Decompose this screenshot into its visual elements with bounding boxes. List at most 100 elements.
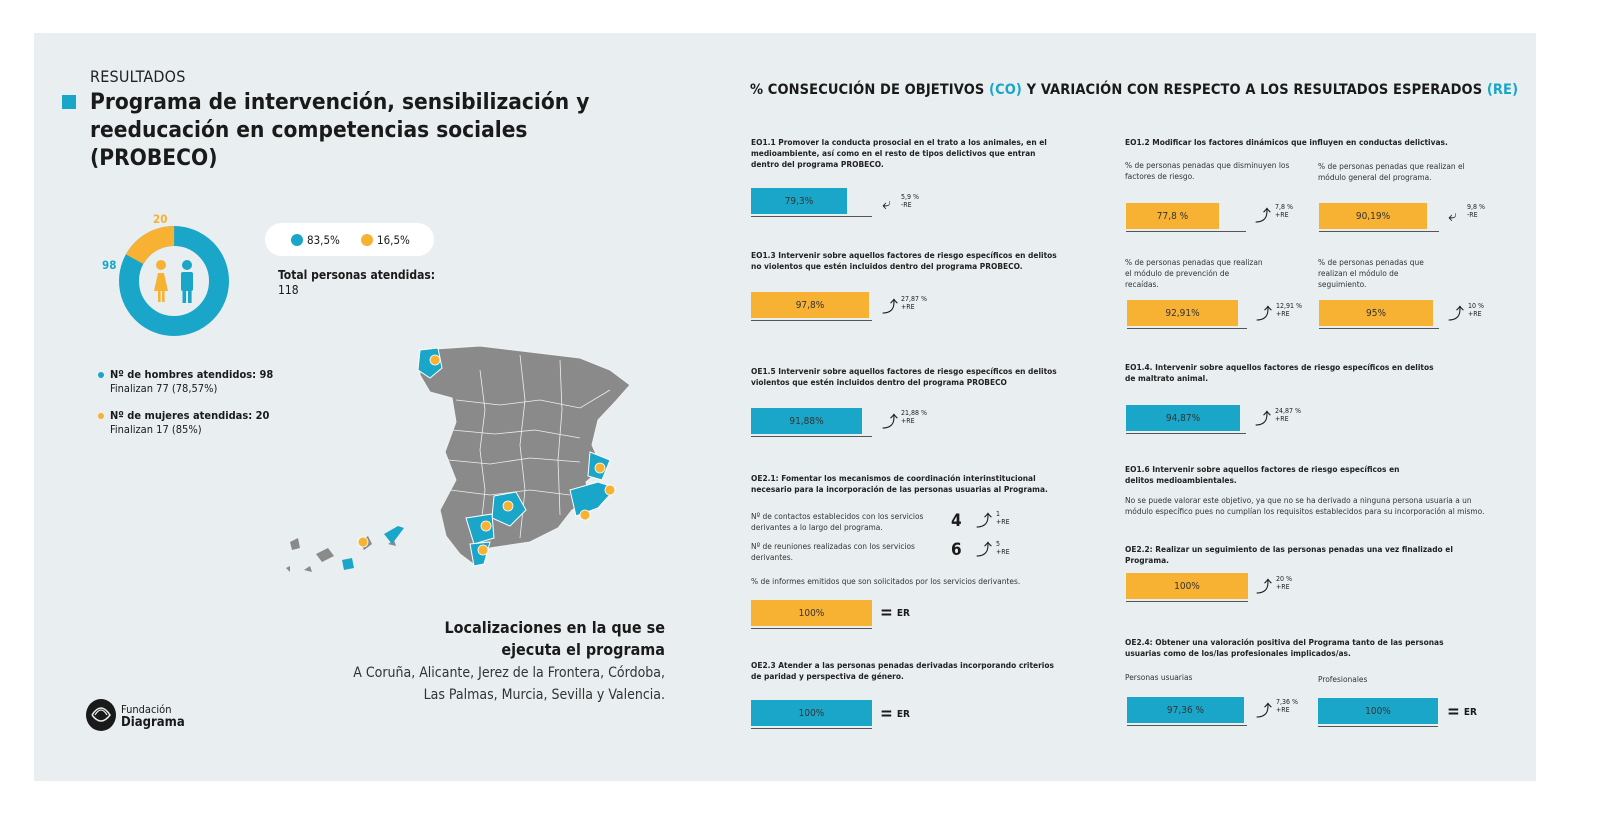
oe23-equals-icon: = xyxy=(880,704,893,724)
eo15-bar-label: 91,88% xyxy=(789,415,824,427)
objectives-title-b: Y VARIACIÓN CON RESPECTO A LOS RESULTADO… xyxy=(1022,82,1487,98)
legend-men-pct: 83,5% xyxy=(307,233,340,247)
oe24-b-bar: 100% xyxy=(1318,698,1438,724)
oe22-text: OE2.2: Realizar un seguimiento de las pe… xyxy=(1125,544,1453,565)
eo12-b-re-sign: -RE xyxy=(1467,211,1478,219)
eo14-re-value: 24,87 % xyxy=(1275,407,1302,415)
eo12-a-bar-label: 77,8 % xyxy=(1156,210,1189,222)
objectives-title-re: (RE) xyxy=(1486,82,1519,98)
fundacion-diagrama-logo xyxy=(86,699,116,731)
oe21-meetings-re-sign: +RE xyxy=(996,548,1010,556)
legend-men-dot xyxy=(291,234,303,246)
eo15-axis xyxy=(751,436,872,441)
eo12-b-axis xyxy=(1319,231,1439,236)
eo12-a-axis xyxy=(1126,231,1246,236)
eo13-re-value: 27,87 % xyxy=(901,295,928,303)
eo12-b-bar: 90,19% xyxy=(1319,203,1427,229)
eo13-re-sign: +RE xyxy=(901,303,915,311)
eo14-bar-label: 94,87% xyxy=(1165,412,1201,424)
eo16-note: No se puede valorar este objetivo, ya qu… xyxy=(1125,495,1485,516)
eo15-arrow-icon: ⤴ xyxy=(882,412,899,431)
eo11-text: EO1.1 Promover la conducta prosocial en … xyxy=(751,137,1047,169)
oe21-bar-label: 100% xyxy=(798,607,825,619)
eo12-d-arrow-icon: ⤴ xyxy=(1448,304,1465,323)
eo12-b-bar-label: 90,19% xyxy=(1355,210,1391,222)
oe24-a-re-value: 7,36 % xyxy=(1276,698,1299,706)
eo12-a-text: % de personas penadas que disminuyen los… xyxy=(1125,160,1290,181)
oe24-a-arrow-icon: ⤴ xyxy=(1256,701,1273,720)
eo12-c-bar: 92,91% xyxy=(1127,300,1238,326)
logo-line1: Fundación xyxy=(121,703,172,716)
eo11-arrow-icon: ⤶ xyxy=(882,194,891,213)
title-square xyxy=(62,95,76,109)
oe21-meetings-re-value: 5 xyxy=(996,540,1001,548)
oe24-a-re-sign: +RE xyxy=(1276,706,1290,714)
man-icon xyxy=(181,260,193,303)
total-value: 118 xyxy=(278,283,299,297)
eo12-d-bar: 95% xyxy=(1319,300,1433,326)
eo12-c-re-sign: +RE xyxy=(1276,310,1290,318)
gender-donut-chart xyxy=(118,226,229,336)
donut-men-count: 98 xyxy=(102,258,117,272)
objectives-title-a: % CONSECUCIÓN DE OBJETIVOS xyxy=(750,82,990,98)
spain-map xyxy=(286,345,631,572)
oe24-a-bar: 97,36 % xyxy=(1127,697,1244,723)
oe21-bar: 100% xyxy=(751,600,872,626)
eo12-a-bar: 77,8 % xyxy=(1126,203,1219,229)
legend-women-dot xyxy=(361,234,373,246)
eo16-text: EO1.6 Intervenir sobre aquellos factores… xyxy=(1125,464,1400,485)
eo12-c-axis xyxy=(1127,328,1247,333)
oe24-b-eq-label: ER xyxy=(1463,706,1477,718)
eo11-re-value: 5,9 % xyxy=(901,193,919,201)
objectives-title-co: (CO) xyxy=(989,82,1022,98)
oe21-contacts-arrow-icon: ⤴ xyxy=(976,511,993,530)
marker-jerez xyxy=(477,544,489,556)
eo14-arrow-icon: ⤴ xyxy=(1255,409,1272,428)
marker-murcia xyxy=(579,509,591,521)
oe21-reports-text: % de informes emitidos que son solicitad… xyxy=(751,576,1021,586)
eo12-a-re-value: 7,8 % xyxy=(1275,203,1293,211)
donut-women-count: 20 xyxy=(153,212,168,226)
infographic-panel xyxy=(34,33,1536,781)
oe21-meetings-num: 6 xyxy=(951,540,962,560)
eo12-c-text: % de personas penadas que realizan el mó… xyxy=(1125,257,1263,289)
eo13-axis xyxy=(751,320,872,325)
oe22-axis xyxy=(1126,601,1248,606)
woman-icon xyxy=(154,260,168,302)
eo12-text: EO1.2 Modificar los factores dinámicos q… xyxy=(1125,137,1448,147)
canary-islands xyxy=(286,536,396,572)
marker-las-palmas xyxy=(357,536,369,548)
oe24-a-bar-label: 97,36 % xyxy=(1166,704,1205,716)
logo-line2: Diagrama xyxy=(121,715,185,730)
oe21-contacts-text: Nº de contactos establecidos con los ser… xyxy=(751,511,924,532)
eo12-a-arrow-icon: ⤴ xyxy=(1255,206,1272,225)
eo14-bar: 94,87% xyxy=(1126,405,1240,431)
oe21-eq-label: ER xyxy=(896,607,910,619)
eo12-b-arrow-icon: ⤶ xyxy=(1448,206,1457,225)
eo13-text: EO1.3 Intervenir sobre aquellos factores… xyxy=(751,250,1057,271)
men-bullet xyxy=(98,372,104,378)
eo12-c-bar-label: 92,91% xyxy=(1165,307,1200,319)
oe23-eq-label: ER xyxy=(896,708,910,720)
oe22-bar-label: 100% xyxy=(1174,580,1200,592)
legend-pill: 83,5% 16,5% xyxy=(265,223,434,256)
eo12-d-text: % de personas penadas que realizan el mó… xyxy=(1318,257,1424,289)
men-finish: Finalizan 77 (78,57%) xyxy=(110,382,218,395)
eo14-text: EO1.4. Intervenir sobre aquellos factore… xyxy=(1125,362,1434,383)
oe21-contacts-re-value: 1 xyxy=(996,510,1001,518)
city-markers xyxy=(357,354,616,556)
eo14-re-sign: +RE xyxy=(1275,415,1289,423)
oe23-text: OE2.3 Atender a las personas penadas der… xyxy=(751,660,1054,681)
marker-a-coruna xyxy=(429,354,441,366)
oe23-axis xyxy=(751,728,872,733)
eo15-re-sign: +RE xyxy=(901,417,915,425)
murcia-alicante-region xyxy=(569,481,617,517)
marker-alicante xyxy=(604,484,616,496)
eo12-c-re-value: 12,91 % xyxy=(1276,302,1303,310)
marker-cordoba xyxy=(502,500,514,512)
women-finish: Finalizan 17 (85%) xyxy=(110,423,202,436)
oe24-b-bar-label: 100% xyxy=(1365,705,1391,717)
women-bullet xyxy=(98,413,104,419)
oe23-bar: 100% xyxy=(751,700,872,726)
eo12-b-text: % de personas penadas que realizan el mó… xyxy=(1318,161,1465,182)
